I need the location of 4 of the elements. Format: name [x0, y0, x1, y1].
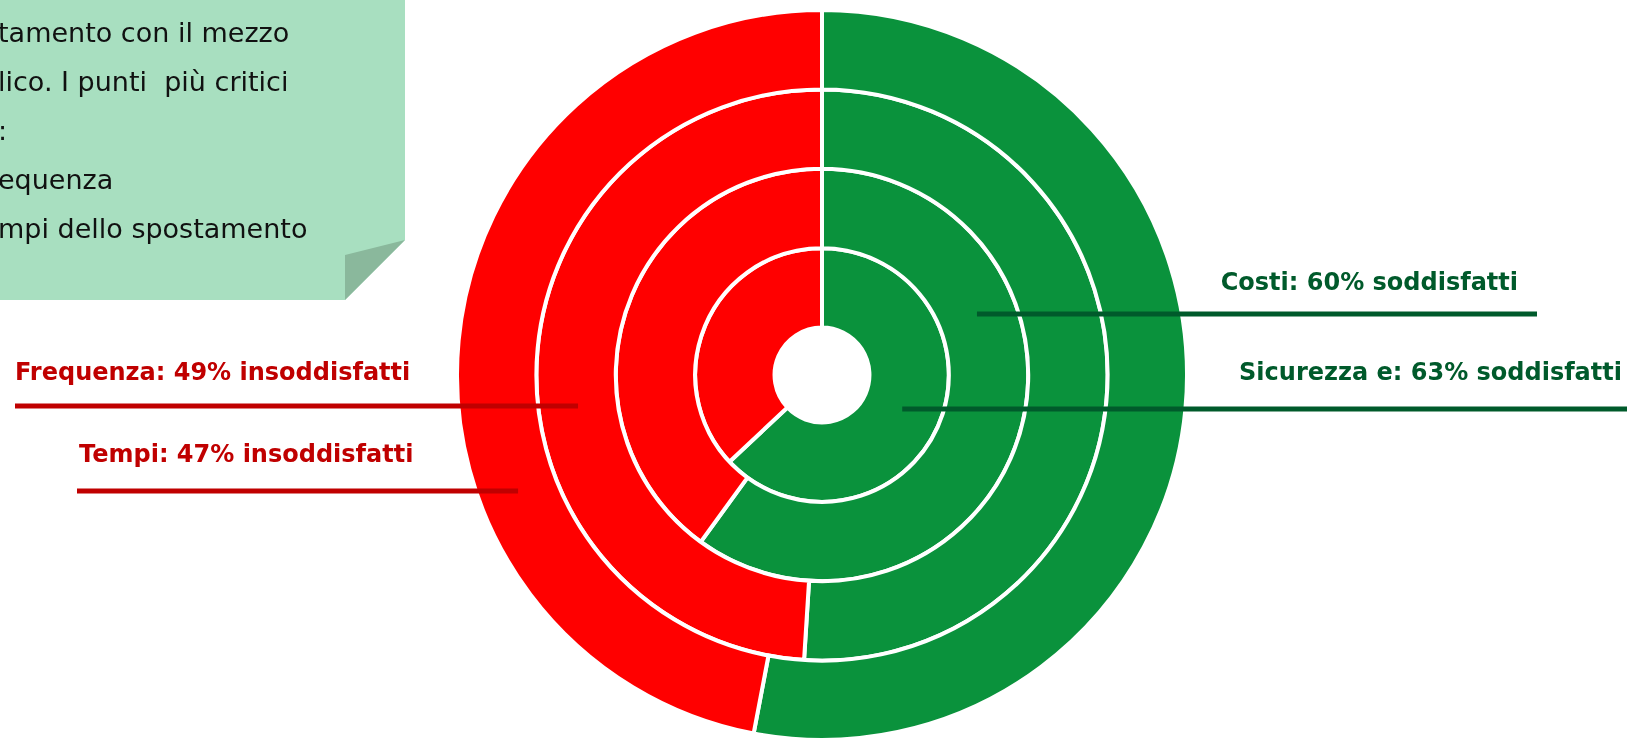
data-label: Frequenza: 49% insoddisfatti [15, 358, 411, 386]
data-label: Sicurezza e: 63% soddisfatti [1239, 358, 1622, 386]
data-label: Costi: 60% soddisfatti [1220, 268, 1518, 296]
data-label: Tempi: 47% insoddisfatti [79, 440, 414, 468]
